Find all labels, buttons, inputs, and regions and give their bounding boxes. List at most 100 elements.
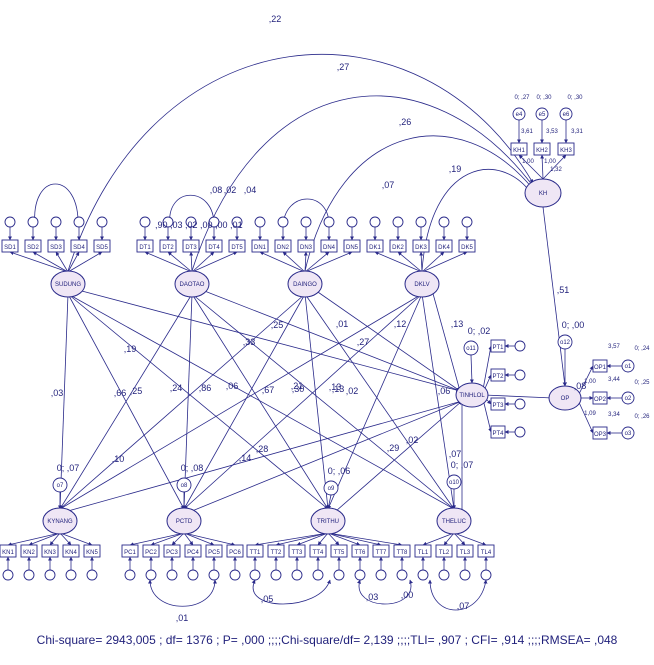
coef-label: ,28 <box>256 444 269 454</box>
loading-arrow <box>304 251 353 273</box>
loading-arrow <box>542 154 567 180</box>
error-circle <box>249 569 261 581</box>
disturbance-circle <box>52 477 68 493</box>
latent-tinhlol <box>455 382 489 408</box>
disturbance-circle <box>176 477 192 493</box>
coef-label: ,00 <box>401 590 414 600</box>
disturbance-param: 0; ,07 <box>451 460 474 470</box>
indicator-box <box>47 239 65 253</box>
coef-label: ,10 <box>112 454 125 464</box>
structural-path <box>59 293 193 510</box>
indicator-box <box>93 239 111 253</box>
indicator-box <box>320 239 338 253</box>
indicator-label-tt5: TT5 <box>334 550 345 556</box>
indicator-label-tt6: TT6 <box>355 550 366 556</box>
error-circle <box>514 398 526 410</box>
disturbance-param: 0; ,07 <box>57 463 80 473</box>
error-circle <box>145 569 157 581</box>
coef-label: ,22 <box>269 14 282 24</box>
indicator-box <box>121 544 139 558</box>
loading-arrow <box>55 251 69 273</box>
structural-path <box>335 400 463 512</box>
error-circle <box>208 569 220 581</box>
loading-arrow <box>59 532 93 546</box>
loading-arrow <box>7 532 61 547</box>
disturbance-circle <box>463 340 479 356</box>
loading-arrow <box>443 532 455 546</box>
coef-label: ,03 <box>51 388 64 398</box>
coef-label: ,29 <box>387 443 400 453</box>
indicator-label-pc1: PC1 <box>124 550 136 556</box>
disturbance-label: o8 <box>181 483 188 489</box>
indicator-label-dn2: DN2 <box>277 245 290 251</box>
indicator-box <box>226 544 244 558</box>
coef-label: ,08 <box>574 381 587 391</box>
disturbance-label: o11 <box>466 346 476 352</box>
indicator-box <box>510 142 528 156</box>
param-label: 1,32 <box>550 167 562 173</box>
indicator-label-dt5: DT5 <box>231 245 243 251</box>
coef-label: ,13 <box>329 382 342 392</box>
param-label: 3,61 <box>521 129 533 135</box>
indicator-label-tt3: TT3 <box>292 550 303 556</box>
error-circle <box>300 216 312 228</box>
indicator-label-pc2: PC2 <box>145 550 157 556</box>
error-circle <box>438 569 450 581</box>
loading-arrow <box>327 532 403 547</box>
structural-path <box>67 293 329 510</box>
indicator-box <box>20 544 38 558</box>
latent-label-daotao: DAOTAO <box>180 282 205 288</box>
coef-label: ,06 <box>438 386 451 396</box>
error-circle <box>438 216 450 228</box>
indicator-label-kn3: KN3 <box>44 550 56 556</box>
indicator-label-pc6: PC6 <box>229 550 241 556</box>
error-label: o3 <box>625 431 632 437</box>
indicator-box <box>389 239 407 253</box>
indicator-box <box>1 239 19 253</box>
error-circle <box>512 107 526 121</box>
loading-arrow <box>191 251 238 273</box>
indicator-box <box>490 368 506 382</box>
indicator-label-dn3: DN3 <box>300 245 313 251</box>
indicator-box <box>228 239 246 253</box>
indicator-box <box>184 544 202 558</box>
coef-label: ,03 <box>366 592 379 602</box>
structural-path <box>304 293 455 510</box>
indicator-label-kn5: KN5 <box>86 550 98 556</box>
error-label: e6 <box>563 112 570 118</box>
indicator-label-pc4: PC4 <box>187 550 199 556</box>
indicator-box <box>83 544 101 558</box>
disturbance-param: 0; ,06 <box>328 466 351 476</box>
loading-arrow <box>296 532 329 546</box>
error-circle <box>4 216 16 228</box>
indicator-box <box>251 239 269 253</box>
coef-label: ,27 <box>357 337 370 347</box>
indicator-box <box>351 544 369 558</box>
error-circle <box>73 216 85 228</box>
error-circle <box>333 569 345 581</box>
loading-arrow <box>327 532 361 546</box>
covariance-curve <box>304 135 534 272</box>
latent-label-dklv: DKLV <box>414 282 429 288</box>
indicator-label-kn2: KN2 <box>23 550 35 556</box>
error-circle <box>396 569 408 581</box>
structural-path <box>59 293 423 510</box>
indicator-box <box>62 544 80 558</box>
error-circle <box>392 216 404 228</box>
coef-label: ,26 <box>399 117 412 127</box>
indicator-label-dk4: DK4 <box>438 245 450 251</box>
structural-path <box>67 293 455 510</box>
indicator-label-dn1: DN1 <box>254 245 267 251</box>
indicator-box <box>592 426 608 440</box>
covariance-curve <box>67 54 534 272</box>
coef-label: ,02 <box>224 185 237 195</box>
indicator-label-kh2: KH2 <box>536 148 548 154</box>
indicator-box <box>477 544 495 558</box>
loading-arrow <box>540 154 545 180</box>
indicator-label-pc3: PC3 <box>166 550 178 556</box>
disturbance-arrow <box>326 494 332 510</box>
error-circle <box>417 569 429 581</box>
latent-kh <box>524 178 562 208</box>
indicator-label-op2: OP2 <box>594 397 607 403</box>
